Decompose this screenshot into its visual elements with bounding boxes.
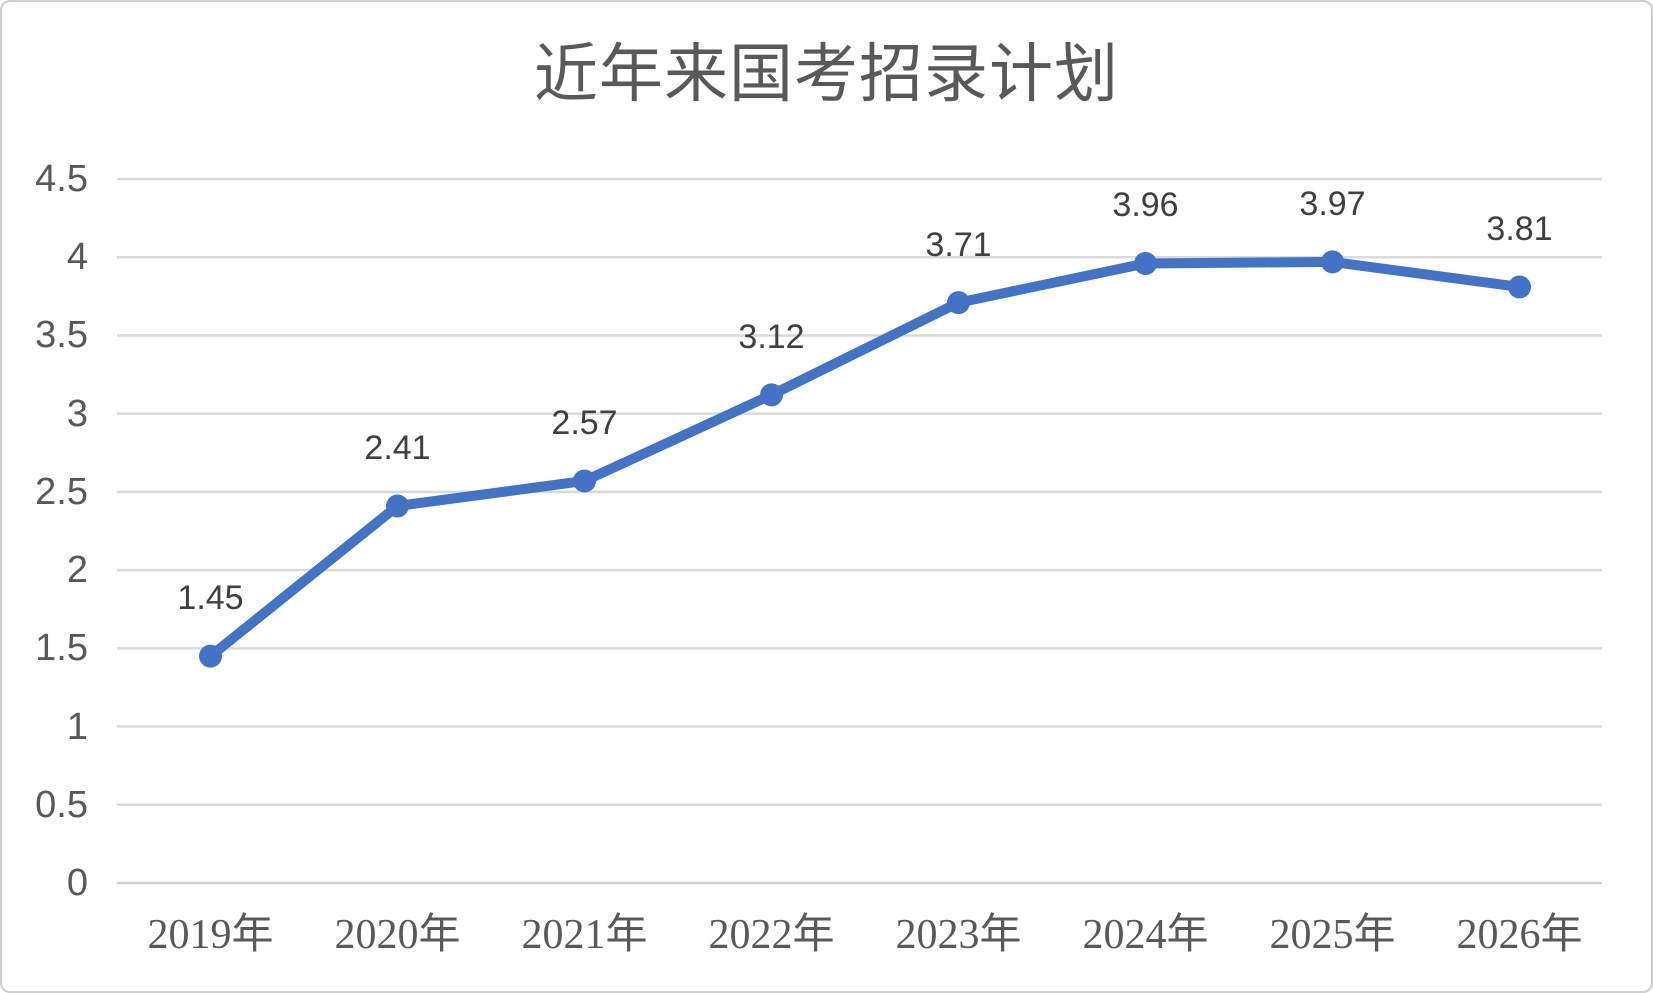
y-tick-label: 1.5 (35, 627, 88, 670)
y-tick-label: 3 (66, 392, 88, 435)
x-tick-label: 2025年 (1269, 912, 1396, 958)
y-tick-label: 2 (66, 549, 88, 592)
data-point-marker (386, 494, 409, 518)
y-tick-label: 0 (66, 862, 88, 904)
y-tick-label: 0.5 (35, 783, 88, 826)
data-label: 1.45 (177, 579, 244, 618)
data-point-marker (760, 383, 783, 407)
x-tick-label: 2024年 (1082, 912, 1209, 958)
data-label: 3.97 (1299, 184, 1366, 223)
x-tick-label: 2023年 (895, 912, 1022, 958)
y-tick-label: 4.5 (35, 158, 88, 200)
chart-title: 近年来国考招录计划 (534, 39, 1119, 110)
x-tick-label: 2020年 (334, 912, 461, 958)
data-label: 2.41 (364, 428, 431, 467)
x-tick-label: 2026年 (1456, 912, 1583, 958)
data-label: 3.81 (1486, 209, 1553, 248)
data-point-marker (1134, 251, 1157, 275)
data-label: 3.96 (1112, 186, 1179, 225)
x-tick-label: 2021年 (521, 912, 648, 958)
y-tick-label: 2.5 (35, 470, 88, 513)
data-point-marker (1321, 250, 1344, 274)
data-point-marker (573, 469, 596, 493)
y-tick-label: 1 (66, 705, 88, 748)
data-label: 3.12 (738, 317, 805, 356)
x-tick-label: 2019年 (147, 912, 274, 958)
data-label: 2.57 (551, 403, 618, 442)
y-tick-label: 4 (66, 236, 88, 279)
data-point-marker (1508, 275, 1531, 299)
data-point-marker (947, 291, 970, 315)
y-tick-label: 3.5 (35, 314, 88, 357)
x-tick-label: 2022年 (708, 912, 835, 958)
data-point-marker (199, 644, 222, 668)
data-label: 3.71 (925, 225, 992, 264)
series-line (205, 256, 1525, 662)
